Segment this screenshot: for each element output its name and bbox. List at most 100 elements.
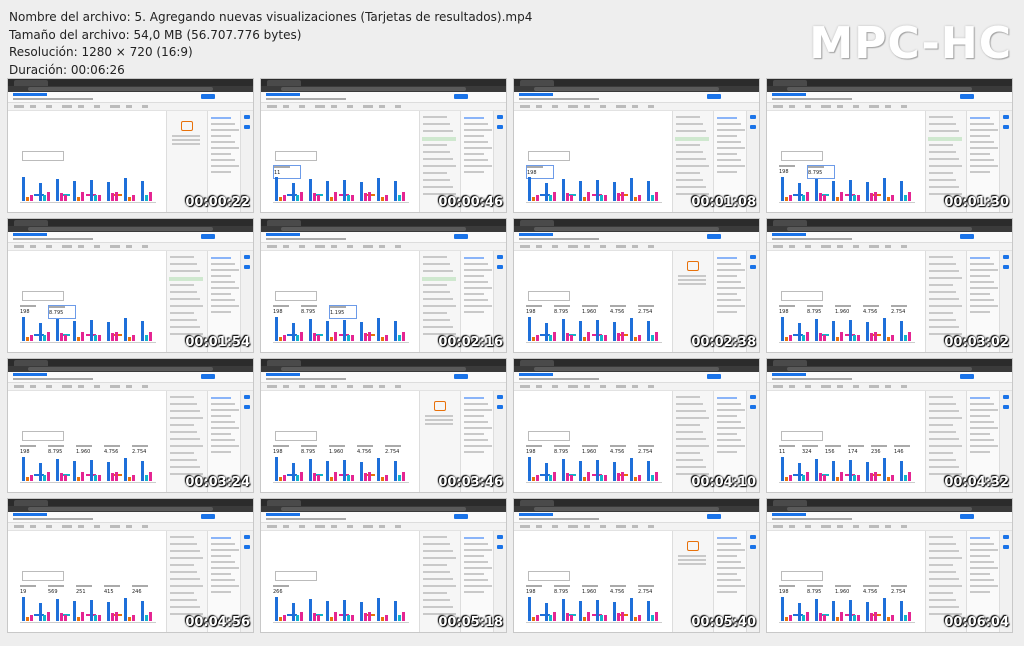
chart-bar: [296, 475, 299, 481]
chart-bar: [90, 320, 93, 341]
share-button: [454, 514, 468, 519]
panel-row: [717, 573, 737, 575]
right-rail: [493, 111, 506, 212]
video-thumbnail[interactable]: 11 324 156 174 236 146 00:04:32: [767, 359, 1012, 492]
panel-field: [423, 578, 453, 580]
video-thumbnail[interactable]: 198 8.795 1.195 00:02:16: [261, 219, 506, 352]
right-rail: [240, 531, 253, 632]
video-thumbnail[interactable]: 198 8.795 1.960 4.756 2.754 00:02:38: [514, 219, 759, 352]
right-rail: [240, 111, 253, 212]
chart-bar: [377, 458, 380, 481]
video-thumbnail[interactable]: 198 8.795 00:01:30: [767, 79, 1012, 212]
chart-bar: [823, 475, 826, 481]
video-thumbnail[interactable]: 198 8.795 1.960 4.756 2.754 00:03:24: [8, 359, 253, 492]
video-thumbnail[interactable]: 198 8.795 1.960 4.756 2.754 00:03:02: [767, 219, 1012, 352]
panel-field: [423, 543, 450, 545]
panel-field: [929, 193, 962, 195]
chart-bar: [377, 318, 380, 341]
scorecard-value: 2.754: [638, 309, 653, 315]
toolbar-icon: [568, 105, 578, 108]
right-rail: [493, 531, 506, 632]
rail-button: [244, 535, 250, 539]
panel-field: [676, 410, 706, 412]
chart-bar: [132, 615, 135, 621]
report-menu-bar: [8, 372, 253, 383]
panel-row: [211, 397, 231, 399]
chart-bar: [368, 332, 371, 341]
panel-row: [717, 555, 737, 557]
scorecard-value: 1.960: [582, 589, 597, 595]
chart-bar: [145, 335, 148, 341]
panel-field: [170, 410, 200, 412]
scorecard-value: 1.960: [582, 309, 597, 315]
video-thumbnail[interactable]: 198 8.795 00:01:54: [8, 219, 253, 352]
rail-button: [1003, 125, 1009, 129]
panel-row: [970, 421, 994, 423]
panel-row: [717, 269, 745, 271]
chart-bar: [385, 475, 388, 481]
chart-bar: [883, 178, 886, 201]
scorecard-value: 569: [48, 589, 58, 595]
chart-bar: [73, 601, 76, 621]
toolbar-icon: [14, 105, 24, 108]
scorecard-value: 251: [76, 589, 86, 595]
scorecard-value: 198: [20, 449, 30, 455]
video-thumbnail[interactable]: 00:00:22: [8, 79, 253, 212]
video-thumbnail[interactable]: 198 8.795 1.960 4.756 2.754 00:06:04: [767, 499, 1012, 632]
chart-axis: [20, 482, 156, 483]
panel-row: [717, 561, 741, 563]
video-thumbnail[interactable]: 198 8.795 1.960 4.756 2.754 00:04:10: [514, 359, 759, 492]
scorecard-label: [835, 585, 851, 587]
scorecard-value: 2.754: [891, 309, 906, 315]
chart-bar: [587, 192, 590, 201]
panel-row: [717, 439, 741, 441]
properties-panel: [925, 111, 966, 212]
chart-bar: [904, 475, 907, 481]
video-thumbnail[interactable]: 198 8.795 1.960 4.756 2.754 00:05:40: [514, 499, 759, 632]
rail-button: [750, 125, 756, 129]
scorecard: 11: [273, 165, 301, 179]
chart-axis: [20, 342, 156, 343]
panel-field: [929, 319, 956, 321]
scorecard: 156: [825, 445, 845, 457]
chart-axis: [779, 622, 915, 623]
panel-field: [423, 256, 447, 258]
panel-row: [211, 451, 231, 453]
scorecard: 8.795: [48, 305, 76, 319]
scorecard-value: 8.795: [554, 309, 569, 315]
toolbar-icon: [62, 385, 72, 388]
chart-bar: [313, 613, 316, 621]
panel-row: [211, 159, 235, 161]
address-bar: [8, 366, 253, 372]
video-thumbnail[interactable]: 266 00:05:18: [261, 499, 506, 632]
data-panel: [966, 391, 1001, 492]
toolbar-icon: [773, 245, 783, 248]
scorecard-label: [554, 585, 570, 587]
toolbar-icon: [347, 245, 353, 248]
toolbar-icon: [30, 525, 36, 528]
chart-bar: [360, 322, 363, 341]
video-thumbnail[interactable]: 198 00:01:08: [514, 79, 759, 212]
video-thumbnail[interactable]: 198 8.795 1.960 4.756 2.754 00:03:46: [261, 359, 506, 492]
url-field: [787, 227, 972, 231]
menu-items: [519, 238, 599, 240]
toolbar-icon: [283, 525, 289, 528]
chart-bar: [887, 617, 890, 621]
share-button: [960, 374, 974, 379]
chart-bar: [98, 615, 101, 621]
video-thumbnail[interactable]: 11 00:00:46: [261, 79, 506, 212]
properties-panel: [672, 111, 713, 212]
scorecard-value: 1.960: [329, 449, 344, 455]
chart-bar: [360, 462, 363, 481]
toolbar-icon: [94, 105, 100, 108]
toolbar-icon: [536, 105, 542, 108]
scorecard-value: 174: [848, 449, 858, 455]
video-thumbnail[interactable]: 19 569 251 415 246 00:04:56: [8, 499, 253, 632]
panel-row: [717, 421, 741, 423]
chart-bar: [904, 615, 907, 621]
chart-bar: [532, 337, 535, 341]
browser-tab: [773, 80, 807, 86]
chart-bar: [604, 335, 607, 341]
rail-button: [1003, 535, 1009, 539]
toolbar-icon: [142, 245, 148, 248]
